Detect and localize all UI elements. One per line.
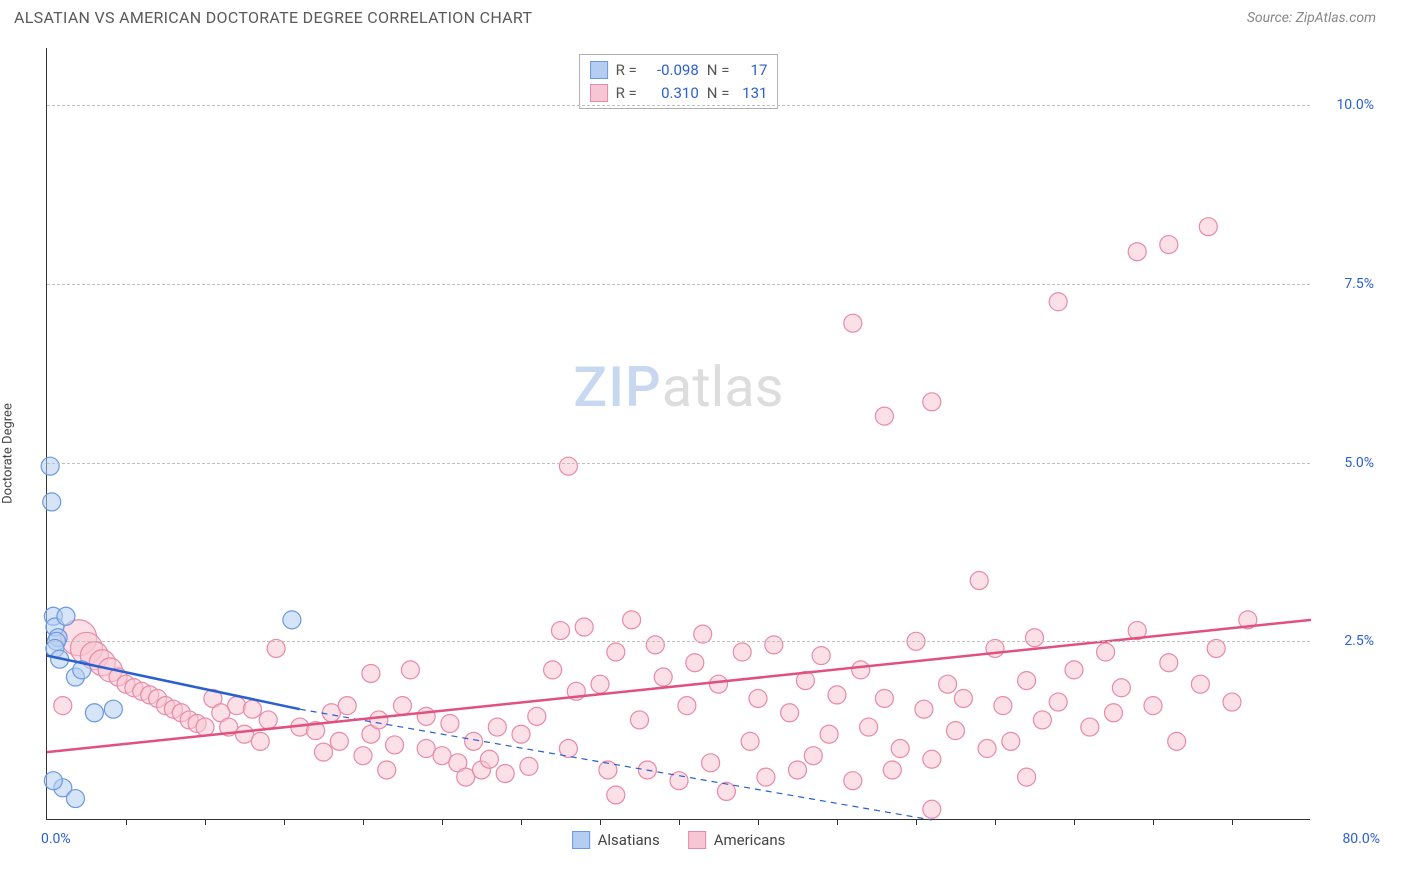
swatch-alsatians-icon [572, 831, 590, 849]
y-tick-label: 2.5% [1344, 633, 1374, 649]
x-axis-start-label: 0.0% [41, 831, 71, 847]
scatter-svg [47, 48, 1310, 819]
swatch-alsatians [590, 61, 608, 79]
legend-row-americans: R = 0.310 N = 131 [590, 82, 768, 105]
n-value-alsatians: 17 [737, 59, 767, 82]
y-tick-label: 5.0% [1344, 455, 1374, 471]
y-axis-label: Doctorate Degree [1, 403, 16, 504]
n-value-americans: 131 [737, 82, 767, 105]
swatch-americans-icon [688, 831, 706, 849]
legend-item-alsatians: Alsatians [572, 831, 660, 849]
swatch-americans [590, 84, 608, 102]
x-axis-end-label: 80.0% [1342, 831, 1380, 847]
correlation-legend: R = -0.098 N = 17 R = 0.310 N = 131 [579, 54, 779, 109]
source-attribution: Source: ZipAtlas.com [1247, 10, 1376, 26]
legend-item-americans: Americans [688, 831, 786, 849]
y-tick-label: 7.5% [1344, 276, 1374, 292]
r-value-alsatians: -0.098 [645, 59, 699, 82]
series-legend: Alsatians Americans [572, 831, 786, 849]
chart-title: ALSATIAN VS AMERICAN DOCTORATE DEGREE CO… [14, 8, 532, 27]
legend-row-alsatians: R = -0.098 N = 17 [590, 59, 768, 82]
r-value-americans: 0.310 [645, 82, 699, 105]
chart-plot-area: ZIPatlas R = -0.098 N = 17 R = 0.310 N =… [46, 48, 1310, 820]
y-tick-label: 10.0% [1336, 97, 1374, 113]
